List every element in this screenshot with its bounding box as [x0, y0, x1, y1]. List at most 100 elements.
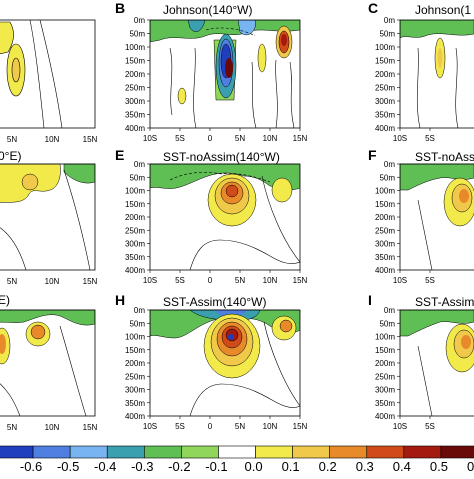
colorbar-label: 0.0	[244, 459, 262, 474]
panel-letter: E	[115, 147, 124, 163]
y-tick-label: 100m	[375, 187, 395, 196]
y-tick-label: 300m	[375, 240, 395, 249]
x-tick-label: 5S	[425, 134, 435, 143]
colorbar-label: -0.5	[57, 459, 79, 474]
panel-letter: C	[368, 0, 378, 16]
x-tick-label: 10S	[393, 276, 407, 285]
y-tick-label: 250m	[375, 84, 395, 93]
panel-title: SST-Assim(140°W)	[163, 295, 266, 309]
x-tick-label: 10N	[45, 135, 60, 144]
y-tick-label: 50m	[379, 319, 395, 328]
x-tick-label: 15N	[293, 422, 308, 431]
y-tick-label: 400m	[375, 412, 395, 421]
colorbar-label: 0.5	[430, 459, 448, 474]
y-tick-label: 0m	[384, 16, 395, 25]
y-tick-label: 50m	[129, 319, 145, 328]
y-tick-label: 50m	[379, 30, 395, 39]
panel-i-field	[400, 309, 474, 416]
panel-a-x-ticks: 5N 10N 15N	[7, 135, 98, 144]
y-tick-label: 0m	[134, 16, 145, 25]
panel-b-field	[150, 20, 300, 128]
y-tick-label: 150m	[375, 346, 395, 355]
colorbar-box	[69, 445, 108, 459]
colorbar-box	[403, 445, 442, 459]
x-tick-label: 5N	[235, 134, 245, 143]
y-tick-label: 200m	[375, 359, 395, 368]
x-tick-label: 0	[208, 134, 213, 143]
y-tick-label: 200m	[125, 213, 145, 222]
y-tick-label: 350m	[125, 399, 145, 408]
colorbar-box	[32, 445, 71, 459]
x-tick-label: 10N	[263, 422, 278, 431]
y-tick-label: 100m	[125, 43, 145, 52]
y-tick-label: 400m	[125, 412, 145, 421]
x-tick-label: 10S	[143, 134, 157, 143]
y-tick-label: 400m	[375, 266, 395, 275]
colorbar-label: 0.6	[467, 459, 474, 474]
x-tick-label: 10S	[393, 422, 407, 431]
y-tick-label: 0m	[384, 306, 395, 315]
x-tick-label: 5N	[235, 422, 245, 431]
colorbar-box	[366, 445, 405, 459]
colorbar-boxes	[0, 445, 474, 459]
x-tick-label: 5N	[235, 276, 245, 285]
panel-title: SST-noAss	[415, 150, 474, 164]
colorbar-box	[181, 445, 219, 459]
y-tick-label: 50m	[129, 173, 145, 182]
colorbar-box	[440, 445, 474, 459]
colorbar-labels: -0.6 -0.5 -0.4 -0.3 -0.2 -0.1 0.0 0.1 0.2 0.3 0.4 0…	[20, 459, 474, 474]
panel-d: 0°E) 5N 10N 15N	[0, 149, 98, 286]
y-tick-label: 150m	[375, 200, 395, 209]
y-tick-label: 400m	[125, 124, 145, 133]
y-tick-label: 300m	[125, 240, 145, 249]
x-tick-label: 5S	[175, 276, 185, 285]
panel-f: F SST-noAss	[368, 147, 474, 271]
panel-title: Johnson(1	[415, 3, 471, 17]
panel-g-field	[0, 309, 95, 416]
colorbar-box	[144, 445, 182, 459]
panel-d-x-ticks: 5N 10N 15N	[7, 277, 98, 286]
x-tick-label: 10S	[143, 276, 157, 285]
y-tick-label: 300m	[125, 97, 145, 106]
y-tick-label: 200m	[375, 213, 395, 222]
x-tick-label: 10S	[143, 422, 157, 431]
y-tick-label: 150m	[125, 346, 145, 355]
colorbar-box	[255, 445, 293, 459]
panel-title: SST-noAssim(140°W)	[163, 150, 280, 164]
panel-h-field	[150, 309, 300, 416]
x-tick-label: 0	[208, 422, 213, 431]
colorbar: -0.6 -0.5 -0.4 -0.3 -0.2 -0.1 0.0 0.1 0.2 0.3 0.4 0…	[0, 445, 474, 474]
colorbar-box	[106, 445, 145, 459]
panel-title: SST-Assim	[415, 295, 474, 309]
panel-g: E) 5N 10N 15N	[0, 293, 98, 432]
panel-c-field	[400, 20, 474, 128]
y-tick-label: 250m	[125, 226, 145, 235]
y-tick-label: 250m	[375, 372, 395, 381]
colorbar-label: 0.4	[393, 459, 411, 474]
y-tick-label: 150m	[125, 200, 145, 209]
x-tick-label: 0	[208, 276, 213, 285]
colorbar-label: 0.3	[356, 459, 374, 474]
x-tick-label: 10N	[263, 276, 278, 285]
y-tick-label: 300m	[125, 386, 145, 395]
panel-title: 0°E)	[0, 149, 21, 163]
y-tick-label: 350m	[375, 253, 395, 262]
y-tick-label: 0m	[134, 306, 145, 315]
y-tick-label: 350m	[375, 111, 395, 120]
x-tick-label: 10N	[263, 134, 278, 143]
panel-c: C Johnson(1	[368, 0, 474, 129]
x-tick-label: 15N	[83, 423, 98, 432]
panel-h: H SST-Assim(140°W)	[115, 292, 301, 417]
panel-letter: I	[368, 292, 372, 308]
y-tick-label: 0m	[134, 160, 145, 169]
panel-a: 5N 10N 15N	[0, 19, 98, 144]
x-tick-label: 15N	[83, 135, 98, 144]
colorbar-box	[329, 445, 368, 459]
panel-e: E SST-noAssim(140°W)	[115, 147, 301, 271]
panel-d-field	[0, 163, 95, 270]
panel-b: B Johnson(140°W)	[115, 0, 301, 129]
x-tick-label: 5S	[425, 276, 435, 285]
y-tick-label: 400m	[375, 124, 395, 133]
